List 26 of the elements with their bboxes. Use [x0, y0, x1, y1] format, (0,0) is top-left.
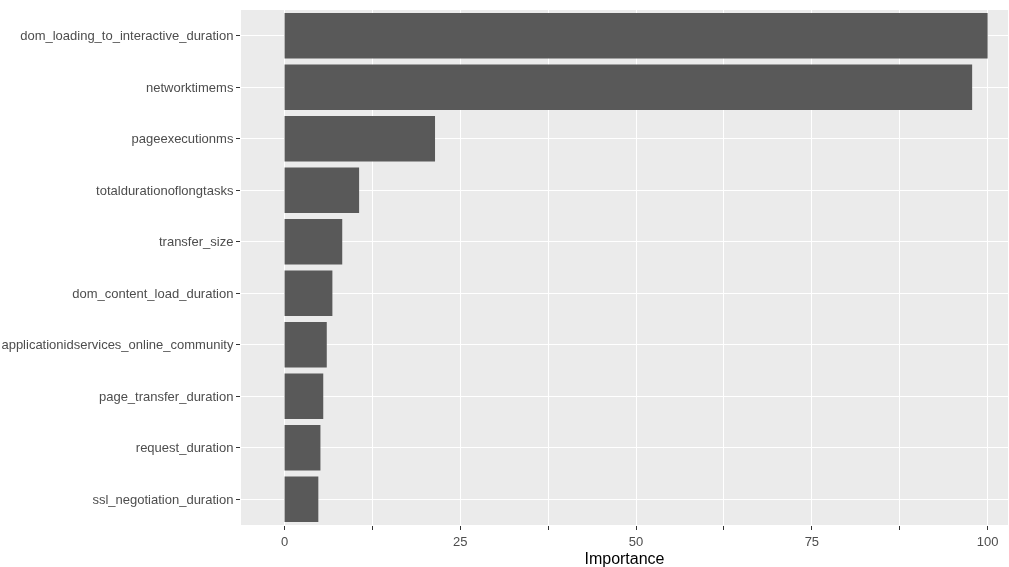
bar — [284, 425, 321, 471]
y-tick-label: totaldurationoflongtasks — [96, 182, 234, 198]
y-tick-label: request_duration — [135, 440, 234, 456]
y-tick-label: applicationidservices_online_community — [1, 337, 234, 353]
y-tick-label: dom_loading_to_interactive_duration — [20, 28, 234, 44]
bar — [284, 476, 319, 522]
bar — [284, 270, 333, 316]
bar — [284, 322, 327, 368]
x-tick-label: 50 — [628, 533, 644, 549]
x-axis-title: Importance — [584, 550, 665, 567]
bar — [284, 13, 988, 59]
y-tick-label: transfer_size — [158, 234, 234, 250]
x-tick-label: 75 — [804, 533, 820, 549]
x-tick-label: 25 — [453, 533, 468, 549]
x-tick-label: 0 — [280, 533, 289, 549]
y-tick-label: networktimems — [145, 79, 234, 95]
y-tick-label: ssl_negotiation_duration — [92, 491, 234, 507]
bar — [284, 64, 973, 110]
y-tick-label: page_transfer_duration — [98, 388, 234, 404]
y-tick-label: dom_content_load_duration — [72, 285, 234, 301]
x-tick-label: 100 — [976, 533, 999, 549]
bar — [284, 373, 324, 419]
bar — [284, 167, 360, 213]
y-tick-label: pageexecutionms — [131, 131, 234, 147]
bar — [284, 219, 343, 265]
bar — [284, 116, 436, 162]
